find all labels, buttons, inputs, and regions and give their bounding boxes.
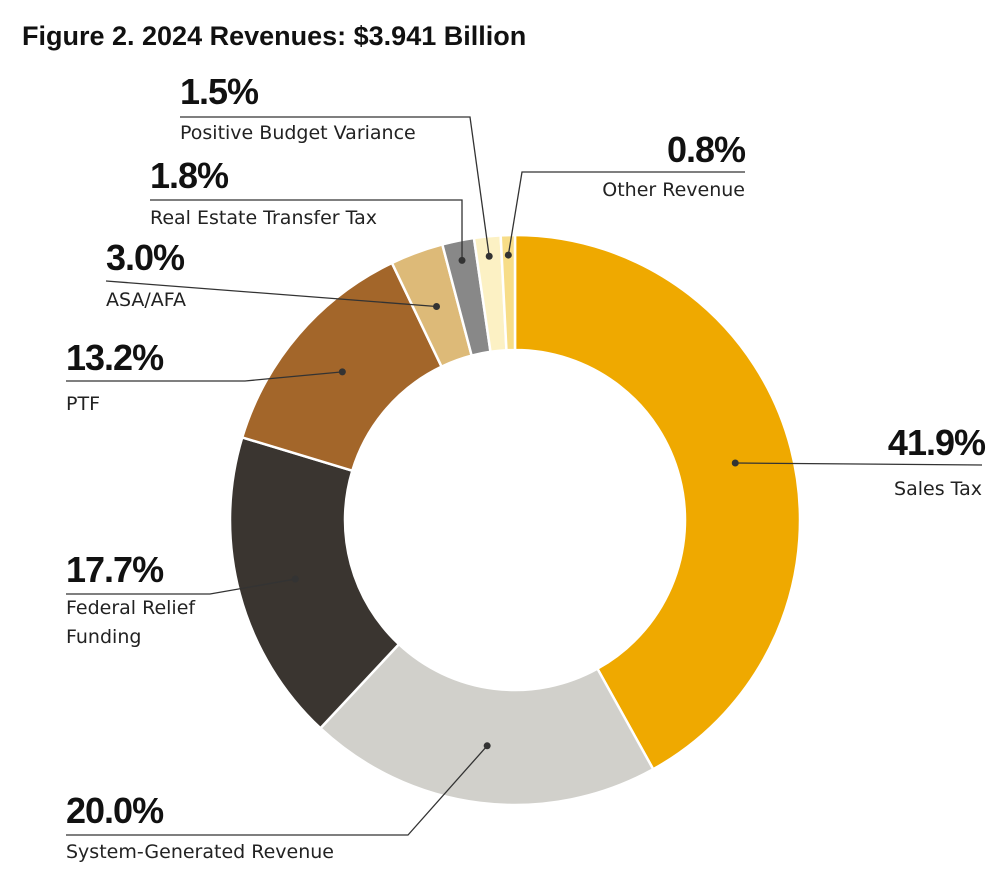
leader-line-sales-tax [735,462,983,466]
slice-label-positive-budget-variance: Positive Budget Variance [180,122,416,144]
leader-dot-ptf [338,368,346,376]
leader-line-federal-relief [66,578,296,595]
pct-label-positive-budget-variance: 1.5% [180,71,259,112]
leader-line-real-estate-transfer-tax [150,199,463,261]
pct-label-sales-tax: 41.9% [888,422,986,463]
slice-other-revenue [499,233,517,352]
pct-label-other-revenue: 0.8% [667,129,746,170]
leader-dot-sales-tax [731,459,739,467]
leader-dot-asa-afa [433,302,441,310]
pct-label-ptf: 13.2% [66,337,164,378]
slice-label-sales-tax: Sales Tax [894,478,982,500]
leader-dot-system-generated [483,742,491,750]
leader-line-positive-budget-variance [180,116,490,257]
donut-slices [228,233,802,807]
slice-label-asa-afa: ASA/AFA [106,289,186,311]
leader-dot-other-revenue [504,251,512,259]
leader-line-ptf [66,371,343,382]
slice-label-ptf: PTF [66,393,100,415]
leader-line-other-revenue [507,171,745,256]
leader-lines [66,116,983,836]
slice-label-system-generated: System-Generated Revenue [66,841,334,863]
slice-federal-relief [228,435,401,730]
slice-sales-tax [513,233,802,771]
leader-line-asa-afa [105,280,437,308]
slice-label-real-estate-transfer-tax: Real Estate Transfer Tax [150,207,377,229]
pct-label-system-generated: 20.0% [66,790,164,831]
pct-label-federal-relief: 17.7% [66,549,164,590]
pct-label-asa-afa: 3.0% [106,237,185,278]
leader-dot-federal-relief [291,575,299,583]
leader-dot-real-estate-transfer-tax [458,256,466,264]
chart-title: Figure 2. 2024 Revenues: $3.941 Billion [22,21,526,51]
leader-line-system-generated [66,745,488,836]
slice-label-other-revenue: Other Revenue [602,179,745,201]
pct-label-real-estate-transfer-tax: 1.8% [150,155,229,196]
leader-dot-positive-budget-variance [485,252,493,260]
slice-label-federal-relief-line2: Funding [66,626,141,648]
slice-label-federal-relief-line1: Federal Relief [66,597,196,619]
slice-system-generated [318,642,655,807]
